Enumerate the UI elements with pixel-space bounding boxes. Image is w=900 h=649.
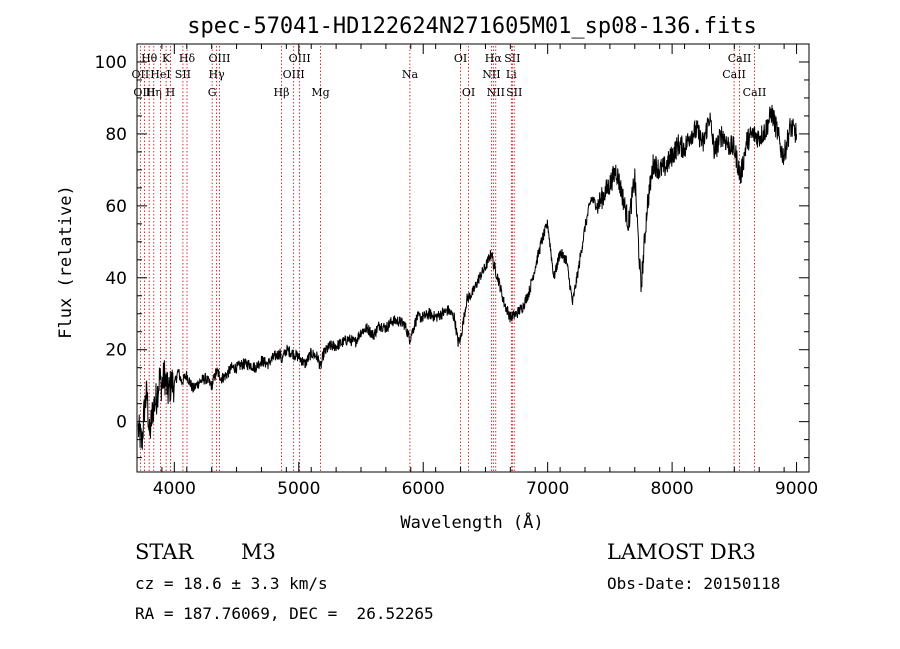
plot-frame <box>136 43 810 473</box>
spectral-line-label: Hδ <box>179 52 196 65</box>
y-axis-label: Flux (relative) <box>56 185 76 339</box>
spectral-line-label: K <box>162 52 171 65</box>
spectral-line-label: Hβ <box>274 86 290 99</box>
object-subclass: M3 <box>241 540 276 564</box>
spectral-line-label: Na <box>402 68 419 81</box>
x-tick-label: 5000 <box>277 479 320 499</box>
spectral-line-label: OIII <box>289 52 311 65</box>
spectral-line-label: G <box>208 86 217 99</box>
spectral-line-label: H <box>166 86 176 99</box>
y-tick-label: 80 <box>105 125 127 145</box>
spectral-lines-layer: OII OIII Hθ Hη HeI K H SII Hδ G Hγ OIII Hβ OIII OIII Mg… <box>132 46 767 472</box>
y-tick-label: 40 <box>105 269 127 289</box>
x-axis-label: Wavelength (Å) <box>400 511 543 533</box>
object-class: STAR <box>135 540 194 564</box>
spectral-line-label: NII <box>487 86 505 99</box>
spectral-line-label: OII <box>132 68 150 81</box>
redshift-text: cz = 18.6 ± 3.3 km/s <box>135 574 328 593</box>
spectral-line-label: SII <box>504 52 520 65</box>
axis-ticks: 4000 5000 6000 7000 8000 9000 0 20 40 60 80 100 <box>95 44 818 499</box>
x-tick-label: 6000 <box>402 479 445 499</box>
spectral-line-label: OI <box>454 52 467 65</box>
spectral-line-label: HeI <box>150 68 170 81</box>
spectral-line-label: Li <box>506 68 517 81</box>
spectral-line-label: OIII <box>208 52 230 65</box>
spectral-line-label: CaII <box>722 68 746 81</box>
coordinates: RA = 187.76069, DEC = 26.52265 <box>135 604 434 623</box>
spectral-line-label: Hγ <box>209 68 226 81</box>
spectral-line-label: CaII <box>743 86 767 99</box>
y-tick-label: 60 <box>105 197 127 217</box>
spectral-line-label: Mg <box>311 86 329 99</box>
x-tick-label: 9000 <box>775 479 818 499</box>
obs-date: Obs-Date: 20150118 <box>607 574 781 593</box>
x-tick-label: 8000 <box>650 479 693 499</box>
x-tick-label: 7000 <box>526 479 569 499</box>
spectrum-line <box>137 104 798 450</box>
spectral-line-label: OIII <box>283 68 305 81</box>
spectral-line-label: Hη <box>146 86 162 99</box>
y-tick-label: 0 <box>116 413 127 433</box>
spectral-line-label: Hα <box>485 52 503 65</box>
spectral-line-label: OIII <box>133 86 155 99</box>
y-tick-label: 20 <box>105 341 127 361</box>
spectral-line-label: SII <box>506 86 522 99</box>
spectral-line-label: NII <box>482 68 500 81</box>
spectral-line-label: OI <box>462 86 475 99</box>
spectral-line-label: SII <box>175 68 191 81</box>
survey-name: LAMOST DR3 <box>607 540 756 564</box>
chart-title: spec-57041-HD122624N271605M01_sp08-136.f… <box>187 14 757 39</box>
spectrum-layer <box>137 104 798 450</box>
spectral-line-label: Hθ <box>141 52 158 65</box>
x-tick-label: 4000 <box>153 479 196 499</box>
spectral-line-label: CaII <box>728 52 752 65</box>
y-tick-label: 100 <box>95 53 127 73</box>
